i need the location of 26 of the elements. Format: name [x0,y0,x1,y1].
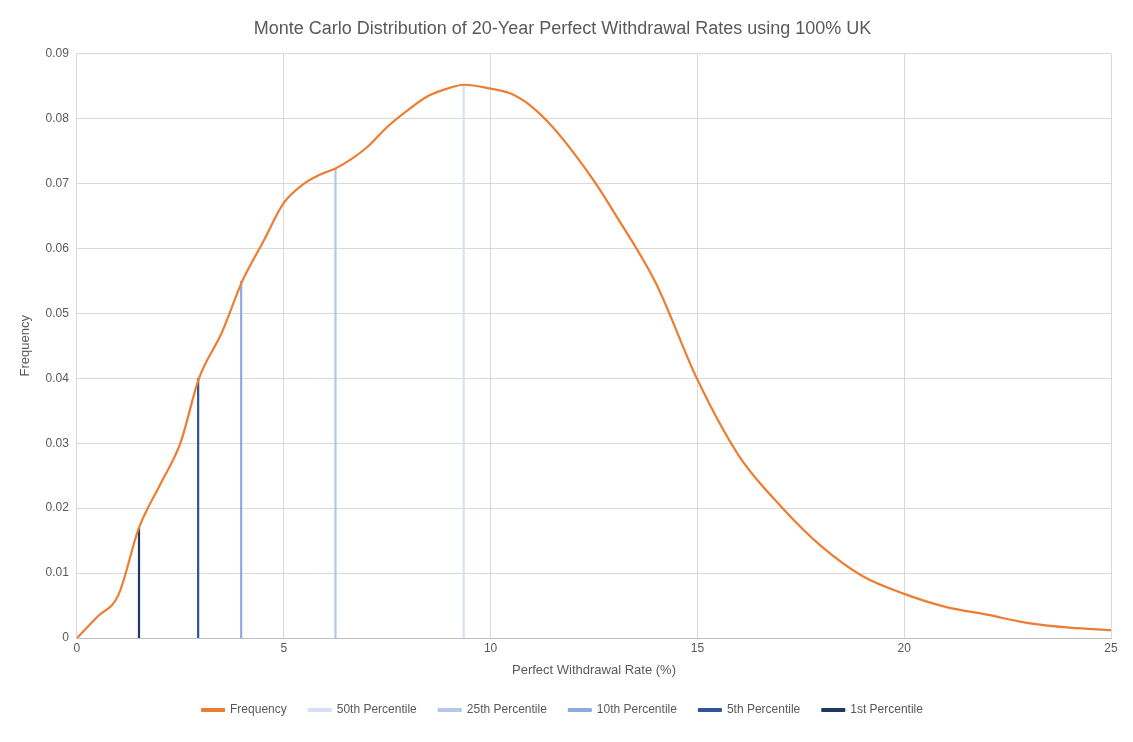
y-tick-label: 0.07 [45,175,70,190]
y-tick-label: 0 [62,630,70,645]
chart-title: Monte Carlo Distribution of 20-Year Perfect Withdrawal Rates using 100% UK [253,17,872,38]
legend-label: Frequency [230,702,287,717]
y-tick-label: 0.04 [45,370,70,385]
x-tick-label: 20 [897,640,912,655]
y-tick-label: 0.05 [45,305,70,320]
x-tick-label: 15 [690,640,705,655]
legend-label: 5th Percentile [726,702,801,717]
y-tick-label: 0.09 [45,45,70,60]
x-tick-label: 10 [483,640,498,655]
y-tick-label: 0.03 [45,435,70,450]
y-tick-label: 0.01 [45,565,70,580]
y-axis-title: Frequency [17,314,33,377]
legend-label: 1st Percentile [850,702,924,717]
x-tick-label: 0 [73,640,81,655]
x-tick-label: 5 [280,640,288,655]
legend-label: 50th Percentile [336,702,418,717]
legend-label: 10th Percentile [596,702,678,717]
y-tick-label: 0.02 [45,500,70,515]
y-tick-label: 0.06 [45,240,70,255]
legend-label: 25th Percentile [466,702,548,717]
y-tick-label: 0.08 [45,110,70,125]
x-tick-label: 25 [1104,640,1118,655]
x-axis-title: Perfect Withdrawal Rate (%) [511,661,676,677]
line-series [76,83,1111,638]
